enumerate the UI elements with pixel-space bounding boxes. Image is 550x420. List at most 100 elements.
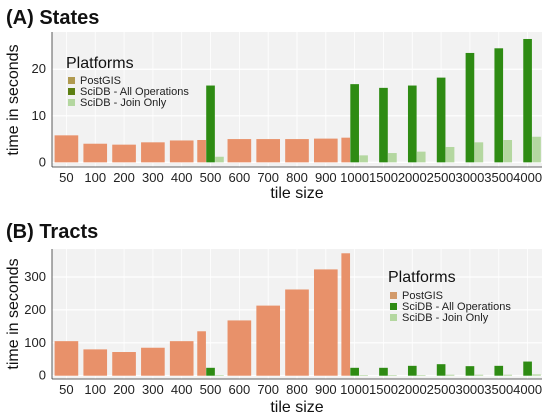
panel-b-bar-postgis-200 (112, 352, 136, 376)
panel-a-bar-scidb-all-1000 (350, 84, 359, 163)
panel-b-x-tick-label: 100 (84, 382, 106, 397)
panel-a-x-tick-label: 400 (171, 170, 193, 185)
panel-b-x-tick-label: 300 (142, 382, 164, 397)
panel-b-bar-postgis-300 (141, 347, 165, 376)
panel-b-bar-scidb-all-2000 (407, 365, 417, 376)
panel-b-legend-title: Platforms (388, 269, 456, 286)
panel-a-x-tick-label: 4000 (513, 170, 542, 185)
panel-b-x-tick-label: 4000 (513, 382, 542, 397)
panel-b-legend-swatch-scidb-join (390, 314, 397, 321)
panel-a-y-tick-label: 0 (39, 154, 46, 169)
panel-b-x-tick-label: 50 (59, 382, 73, 397)
panel-b-legend-label-postgis: PostGIS (402, 290, 443, 302)
panel-a-x-tick-label: 300 (142, 170, 164, 185)
panel-a-legend-swatch-scidb-all (68, 88, 75, 95)
panel-b-bar-postgis-50 (54, 341, 79, 376)
panel-a-bar-postgis-900 (314, 138, 338, 163)
panel-b-x-tick-label: 3000 (455, 382, 484, 397)
panel-a-bar-postgis-500 (197, 140, 206, 163)
panel-a-bar-postgis-400 (169, 140, 194, 163)
panel-b-bar-scidb-all-4000 (523, 361, 532, 376)
panel-a-x-tick-label: 800 (286, 170, 308, 185)
panel-b-legend-label-scidb-join: SciDB - Join Only (402, 312, 489, 324)
panel-a-bar-scidb-join-500 (215, 156, 224, 163)
panel-b-bar-scidb-join-1000 (359, 375, 368, 376)
panel-a-bar-scidb-all-3000 (465, 52, 475, 163)
panel-a-bar-scidb-join-1500 (388, 153, 397, 163)
panel-a-x-tick-label: 200 (113, 170, 135, 185)
panel-b-bar-scidb-join-1500 (388, 375, 397, 376)
panel-a-x-tick-label: 500 (200, 170, 222, 185)
panel-b-y-axis-title: time in seconds (5, 258, 22, 369)
panel-b-bar-scidb-join-2500 (445, 374, 455, 376)
panel-a-x-tick-label: 1000 (340, 170, 369, 185)
panel-a-x-axis-title: tile size (270, 185, 323, 202)
panel-b-bar-postgis-500 (197, 331, 206, 376)
panel-b-y-tick-label: 100 (24, 335, 46, 350)
panel-b-bar-postgis-1000 (341, 253, 351, 376)
panel-a-bar-postgis-1000 (341, 137, 351, 163)
panel-a-bars (54, 38, 541, 163)
panel-b-bar-scidb-join-3500 (503, 374, 513, 376)
panel-b-x-tick-label: 1000 (340, 382, 369, 397)
panel-a-bar-scidb-join-4000 (532, 136, 541, 163)
panel-a-bar-postgis-600 (227, 139, 252, 163)
panel-a-bar-scidb-all-3500 (494, 48, 504, 163)
panel-a-bar-scidb-join-2000 (416, 151, 426, 163)
panel-a-y-axis-title: time in seconds (5, 44, 22, 155)
panel-a-bar-postgis-300 (141, 142, 165, 163)
panel-a-y-tick-label: 20 (32, 61, 46, 76)
panel-a-legend: Platforms PostGIS SciDB - All Operations… (66, 55, 189, 109)
panel-b-x-tick-label: 500 (200, 382, 222, 397)
panel-b-bars (54, 253, 541, 376)
panel-a-bar-postgis-800 (285, 139, 309, 163)
panel-a-legend-label-postgis: PostGIS (80, 75, 121, 87)
panel-b-x-tick-label: 200 (113, 382, 135, 397)
panel-a-legend-swatch-postgis (68, 77, 75, 84)
panel-a-bar-scidb-all-2000 (407, 85, 417, 163)
panel-a-y-ticks: 0 10 20 (32, 61, 46, 169)
panel-a-bar-postgis-100 (83, 143, 108, 163)
panel-a-legend-label-scidb-join: SciDB - Join Only (80, 97, 167, 109)
panel-b-title: (B) Tracts (6, 221, 98, 243)
panel-b-bar-scidb-all-1500 (379, 367, 388, 376)
panel-a-bar-scidb-join-3500 (503, 140, 513, 163)
panel-b-bar-postgis-400 (169, 341, 194, 376)
panel-b-x-tick-label: 400 (171, 382, 193, 397)
panel-b-x-tick-label: 700 (257, 382, 279, 397)
panel-b-x-tick-label: 2000 (398, 382, 427, 397)
panel-b-bar-scidb-all-3500 (494, 365, 504, 376)
panel-a-bar-scidb-join-1000 (359, 155, 368, 163)
panel-b: (B) Tracts 0 100 200 300 50 100 200 300 400 500 6… (5, 221, 542, 416)
panel-a-bar-scidb-all-1500 (379, 87, 388, 163)
panel-a: (A) States 0 10 20 50 100 200 300 400 500 600 700… (5, 7, 542, 202)
panel-a-bar-scidb-all-2500 (436, 77, 446, 163)
panel-b-bar-scidb-all-2500 (436, 364, 446, 376)
panel-a-x-tick-label: 3000 (455, 170, 484, 185)
panel-b-bar-scidb-join-4000 (532, 374, 541, 376)
panel-a-bar-scidb-join-3000 (474, 142, 484, 163)
panel-b-bar-postgis-700 (256, 305, 280, 376)
panel-b-x-tick-label: 800 (286, 382, 308, 397)
panel-a-x-tick-label: 900 (315, 170, 337, 185)
panel-b-y-tick-label: 200 (24, 302, 46, 317)
panel-b-x-tick-label: 1500 (369, 382, 398, 397)
panel-b-bar-scidb-join-3000 (474, 374, 484, 376)
panel-b-x-ticks: 50 100 200 300 400 500 600 700 800 900 1000 1500 200… (59, 382, 542, 397)
panel-b-bar-postgis-100 (83, 349, 108, 376)
panel-b-x-tick-label: 600 (229, 382, 251, 397)
panel-b-bar-postgis-600 (227, 320, 252, 376)
panel-b-legend-swatch-scidb-all (390, 303, 397, 310)
panel-a-legend-title: Platforms (66, 55, 134, 72)
panel-a-x-ticks: 50 100 200 300 400 500 600 700 800 900 1000 1500 200… (59, 170, 542, 185)
panel-b-legend: Platforms PostGIS SciDB - All Operations… (388, 269, 511, 324)
panel-b-bar-scidb-all-500 (206, 367, 215, 376)
panel-b-bar-postgis-800 (285, 289, 309, 376)
panel-b-x-tick-label: 3500 (484, 382, 513, 397)
panel-b-x-tick-label: 900 (315, 382, 337, 397)
panel-b-legend-swatch-postgis (390, 292, 397, 299)
panel-b-bar-scidb-all-3000 (465, 366, 475, 376)
panel-a-x-tick-label: 100 (84, 170, 106, 185)
panel-b-bar-scidb-join-500 (215, 375, 224, 376)
